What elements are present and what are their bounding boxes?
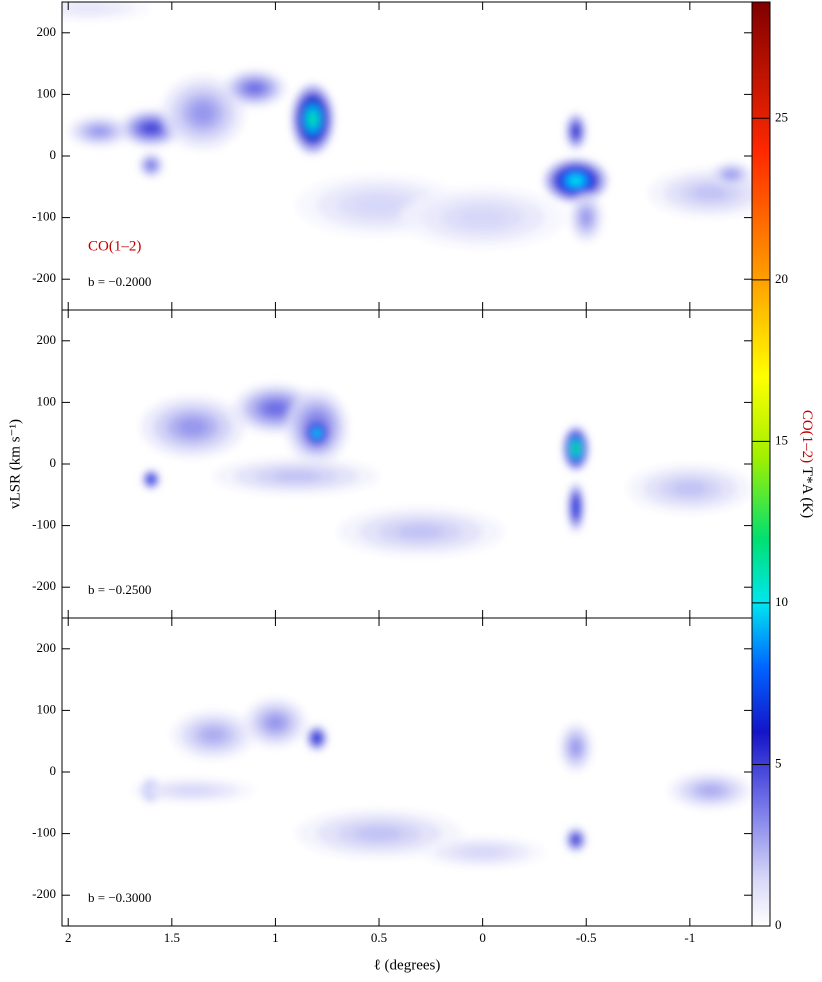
x-tick-label: 2	[65, 930, 72, 945]
emission-feature	[337, 507, 504, 557]
y-tick-label: -100	[32, 517, 56, 532]
panel-frame	[61, 1, 753, 311]
x-tick-label: -0.5	[576, 930, 597, 945]
emission	[62, 2, 752, 249]
colorbar-label: CO(1–2) T*A (K)	[799, 410, 815, 518]
emission-feature	[161, 75, 245, 150]
y-tick-label: -100	[32, 825, 56, 840]
y-tick-label: -200	[32, 578, 56, 593]
y-tick-label: -200	[32, 886, 56, 901]
emission-feature	[563, 427, 589, 471]
y-tick-label: 100	[37, 701, 57, 716]
emission-feature	[130, 778, 255, 803]
emission-feature	[567, 482, 585, 532]
y-axis-label: vLSR (km s⁻¹)	[7, 419, 23, 509]
emission-feature	[669, 772, 752, 809]
y-tick-label: 200	[37, 332, 57, 347]
heatmap	[130, 698, 752, 868]
x-tick-label: 0	[479, 930, 486, 945]
panel-frame	[61, 309, 753, 619]
emission-feature	[399, 186, 566, 249]
y-tick-label: 200	[37, 24, 57, 39]
y-tick-label: -200	[32, 270, 56, 285]
emission-feature	[138, 152, 164, 178]
colorbar-tick-label: 20	[775, 271, 788, 286]
emission-feature	[171, 710, 255, 760]
emission-feature	[296, 808, 462, 859]
x-tick-label: 1	[272, 930, 279, 945]
colorbar-tick-label: 15	[775, 432, 788, 447]
emission-feature	[292, 85, 334, 153]
emission-feature	[710, 162, 752, 187]
emission-feature	[223, 69, 286, 107]
emission-feature	[140, 396, 245, 458]
x-tick-label: -1	[684, 930, 695, 945]
emission-feature	[565, 112, 587, 150]
emission	[130, 698, 752, 868]
x-tick-label: 0.5	[371, 930, 387, 945]
emission-feature	[559, 722, 593, 772]
y-tick-label: 0	[50, 147, 57, 162]
colorbar	[751, 1, 771, 927]
colorbar-tick-label: 25	[775, 109, 788, 124]
emission-feature	[627, 464, 752, 514]
y-tick-label: 200	[37, 640, 57, 655]
emission-feature	[420, 836, 545, 868]
x-axis-label: ℓ (degrees)	[374, 957, 441, 973]
colorbar-line-label: CO(1–2)	[799, 410, 815, 463]
colorbar-tick-label: 5	[775, 755, 782, 770]
emission-feature	[302, 417, 332, 449]
y-tick-label: 100	[37, 393, 57, 408]
emission-feature	[244, 698, 307, 748]
colorbar-tick-label: 0	[775, 917, 782, 932]
emission-feature	[62, 2, 152, 21]
emission-feature	[306, 725, 328, 751]
y-tick-label: 100	[37, 85, 57, 100]
emission-feature	[544, 159, 607, 203]
emission-feature	[569, 192, 603, 243]
line-label: CO(1–2)	[88, 238, 141, 254]
emission-feature	[213, 457, 380, 495]
emission-feature	[142, 470, 160, 489]
panel-label: b = −0.3000	[88, 890, 151, 905]
colorbar-tick-label: 10	[775, 594, 788, 609]
panel-label: b = −0.2500	[88, 582, 151, 597]
y-tick-label: -100	[32, 209, 56, 224]
panel-label: b = −0.2000	[88, 274, 151, 289]
y-tick-label: 0	[50, 455, 57, 470]
emission-feature	[565, 827, 587, 853]
y-tick-label: 0	[50, 763, 57, 778]
heatmap	[62, 2, 752, 249]
heatmap	[140, 383, 752, 557]
emission	[140, 383, 752, 557]
colorbar-unit-label: T*A (K)	[799, 467, 815, 518]
panel-frame	[61, 617, 753, 927]
x-tick-label: 1.5	[164, 930, 180, 945]
emission-feature	[68, 115, 131, 147]
